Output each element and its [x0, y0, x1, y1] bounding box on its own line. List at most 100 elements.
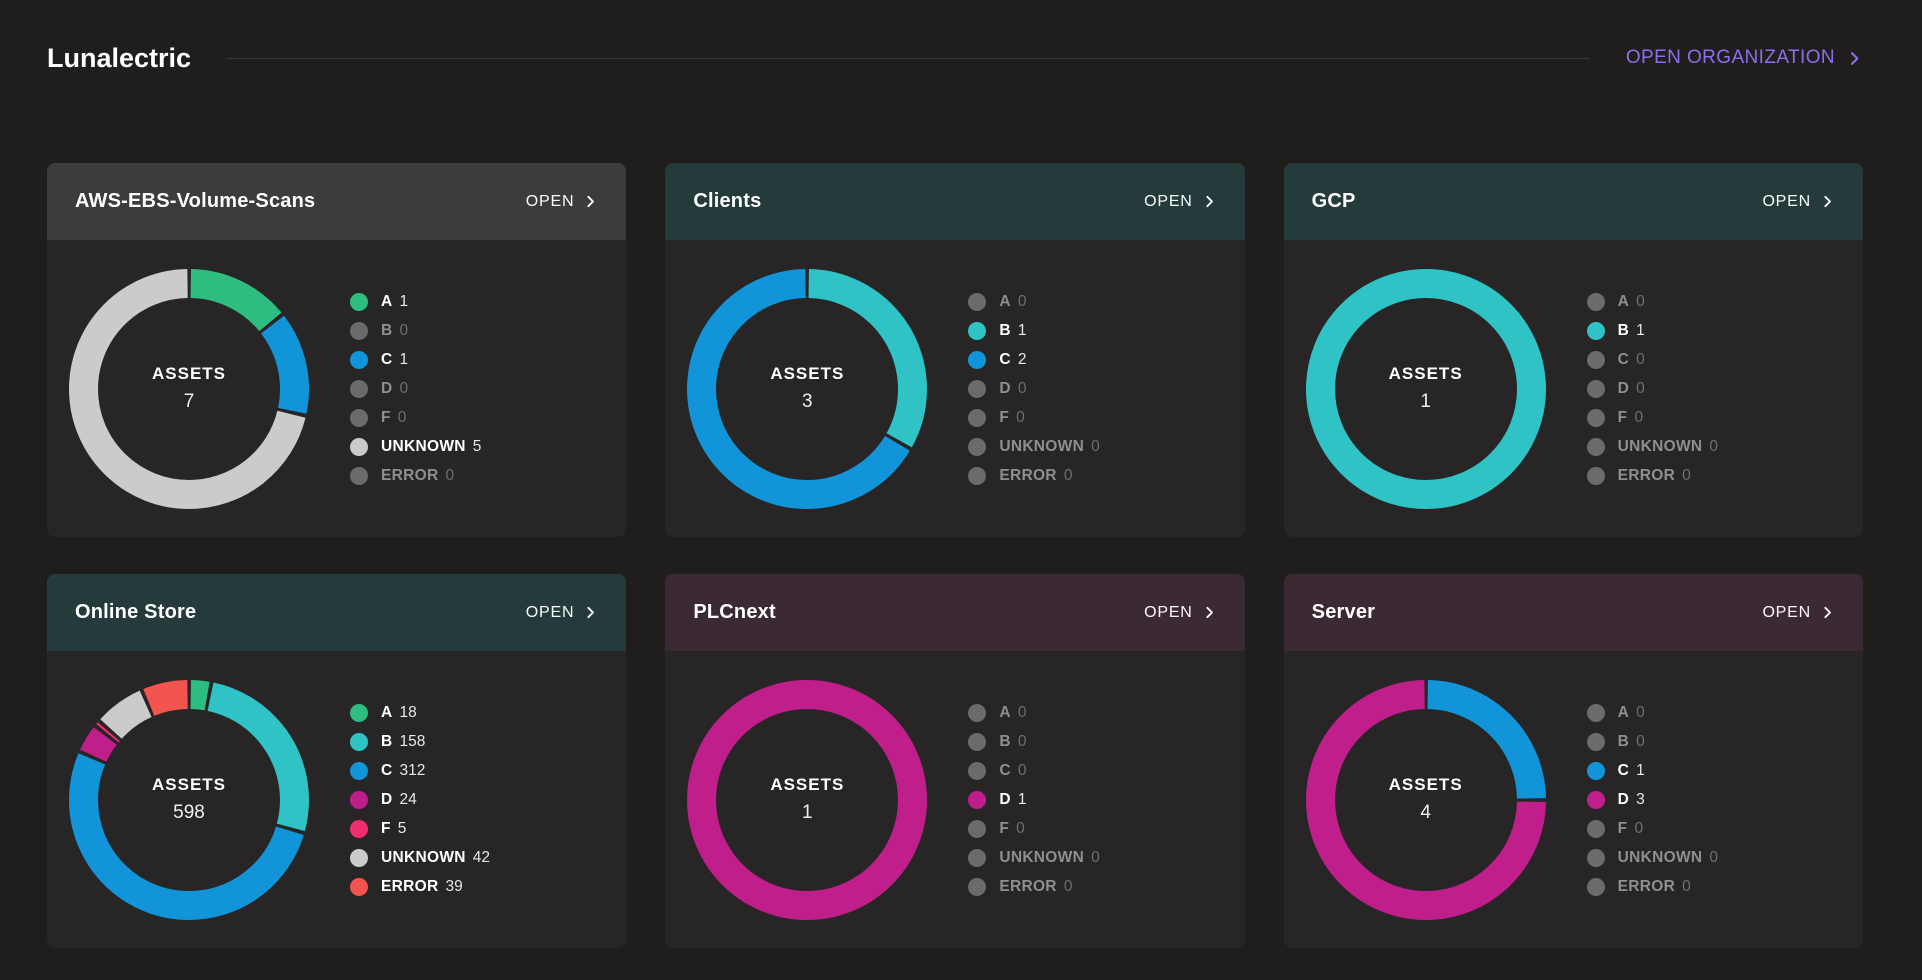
space-card-title: GCP: [1311, 190, 1356, 212]
open-space-button[interactable]: OPEN: [1144, 604, 1217, 622]
grade-legend: A 0 B 0 C 1 D 3 F 0 UNKNOWN 0 ERROR 0: [1586, 703, 1719, 896]
grade-label: C: [1617, 761, 1630, 779]
grade-dot-icon: [968, 350, 987, 369]
grade-dot-icon: [968, 466, 987, 485]
grade-dot-icon: [968, 292, 987, 311]
grade-label: A: [1617, 292, 1630, 310]
grade-legend-row: F 5: [350, 819, 490, 838]
grade-legend-row: UNKNOWN 42: [350, 848, 490, 867]
grade-legend-row: A 1: [350, 292, 481, 311]
grade-dot-icon: [968, 408, 987, 427]
space-card-title: PLCnext: [693, 601, 776, 623]
chevron-right-icon: [587, 195, 595, 208]
open-space-button[interactable]: OPEN: [1762, 604, 1835, 622]
grade-legend-row: B 0: [350, 321, 481, 340]
grade-count: 0: [1636, 703, 1645, 721]
space-card-body: ASSETS 7 A 1 B 0 C 1 D 0 F 0 UNKNOWN 5 E…: [47, 240, 626, 537]
grade-count: 0: [1017, 379, 1027, 397]
asset-grade-donut-chart: ASSETS 7: [69, 268, 309, 509]
grade-dot-icon: [350, 437, 368, 456]
grade-dot-icon: [1586, 437, 1605, 456]
grade-label: D: [381, 379, 393, 397]
open-organization-label: OPEN ORGANIZATION: [1625, 47, 1835, 68]
grade-count: 5: [472, 437, 482, 455]
grade-legend-row: D 1: [968, 790, 1099, 809]
grade-legend-row: UNKNOWN 0: [1586, 437, 1718, 456]
grade-label: A: [1617, 703, 1630, 721]
grade-count: 1: [1636, 761, 1645, 779]
donut-ring: [687, 679, 928, 920]
space-card-body: ASSETS 3 A 0 B 1 C 2 D 0 F 0 UNKNOWN 0 E…: [665, 240, 1244, 537]
grade-count: 1: [1017, 321, 1027, 339]
open-space-label: OPEN: [1144, 192, 1193, 210]
space-card-title: Online Store: [75, 601, 197, 623]
space-card-title: AWS-EBS-Volume-Scans: [75, 190, 316, 212]
donut-ring: [69, 679, 309, 920]
space-card: AWS-EBS-Volume-Scans OPEN ASSETS 7 A 1 B…: [47, 163, 627, 537]
grade-dot-icon: [1586, 848, 1605, 867]
grade-dot-icon: [968, 379, 987, 398]
space-card: Online Store OPEN ASSETS 598 A 18 B 158 …: [47, 574, 627, 948]
grade-dot-icon: [350, 732, 368, 751]
grade-dot-icon: [350, 703, 368, 722]
grade-legend-row: A 0: [1586, 292, 1718, 311]
grade-legend-row: F 0: [350, 408, 481, 427]
grade-legend-row: D 0: [968, 379, 1099, 398]
grade-dot-icon: [350, 761, 368, 780]
grade-legend-row: D 3: [1586, 790, 1718, 809]
space-card-body: ASSETS 1 A 0 B 1 C 0 D 0 F 0 UNKNOWN 0 E…: [1284, 240, 1863, 537]
grade-count: 0: [399, 379, 409, 397]
space-card-header: Clients OPEN: [665, 163, 1245, 240]
chevron-right-icon: [1824, 195, 1831, 208]
grade-legend-row: C 1: [1586, 761, 1718, 780]
grade-label: B: [999, 732, 1011, 750]
open-space-label: OPEN: [1762, 192, 1811, 210]
grade-label: A: [999, 703, 1011, 721]
grade-count: 0: [1636, 379, 1645, 397]
grade-label: D: [999, 379, 1011, 397]
grade-label: ERROR: [1617, 466, 1676, 484]
grade-dot-icon: [968, 790, 987, 809]
grade-count: 0: [1063, 466, 1073, 484]
grade-dot-icon: [350, 408, 368, 427]
grade-count: 0: [1017, 703, 1027, 721]
open-space-button[interactable]: OPEN: [526, 193, 599, 211]
asset-grade-donut-chart: ASSETS 598: [69, 679, 309, 920]
chevron-right-icon: [587, 606, 595, 619]
grade-dot-icon: [350, 292, 368, 311]
grade-legend-row: ERROR 0: [350, 466, 481, 485]
grade-legend: A 0 B 0 C 0 D 1 F 0 UNKNOWN 0 ERROR 0: [968, 703, 1100, 896]
grade-label: D: [999, 790, 1011, 808]
grade-count: 0: [1682, 466, 1691, 484]
space-card-header: PLCnext OPEN: [665, 574, 1245, 651]
grade-count: 0: [1063, 877, 1073, 895]
grade-legend-row: D 0: [350, 379, 481, 398]
open-space-button[interactable]: OPEN: [1144, 193, 1217, 211]
grade-count: 0: [1634, 819, 1644, 837]
grade-dot-icon: [1586, 790, 1605, 809]
asset-grade-donut-chart: ASSETS 3: [687, 268, 928, 509]
open-organization-link[interactable]: OPEN ORGANIZATION: [1626, 47, 1863, 69]
grade-count: 1: [399, 292, 409, 310]
grade-legend: A 18 B 158 C 312 D 24 F 5 UNKNOWN 42 ERR…: [350, 703, 490, 896]
grade-legend-row: ERROR 39: [350, 877, 490, 896]
grade-count: 18: [399, 703, 417, 721]
open-space-label: OPEN: [1144, 603, 1193, 621]
asset-grade-donut-chart: ASSETS 1: [687, 679, 928, 920]
open-space-button[interactable]: OPEN: [526, 604, 599, 622]
grade-legend-row: UNKNOWN 0: [968, 437, 1100, 456]
grade-label: UNKNOWN: [381, 848, 466, 866]
grade-dot-icon: [1586, 703, 1605, 722]
open-space-button[interactable]: OPEN: [1762, 193, 1835, 211]
grade-count: 158: [399, 732, 426, 750]
donut-ring: [1305, 679, 1546, 920]
grade-count: 0: [445, 466, 455, 484]
grade-dot-icon: [968, 819, 987, 838]
page-header: Lunalectric OPEN ORGANIZATION: [47, 42, 1863, 74]
grade-legend-row: UNKNOWN 0: [1586, 848, 1719, 867]
space-card: Clients OPEN ASSETS 3 A 0 B 1 C 2: [665, 163, 1245, 537]
grade-count: 0: [1709, 848, 1719, 866]
grade-count: 5: [397, 819, 407, 837]
grade-count: 2: [1017, 350, 1027, 368]
grade-dot-icon: [968, 437, 987, 456]
